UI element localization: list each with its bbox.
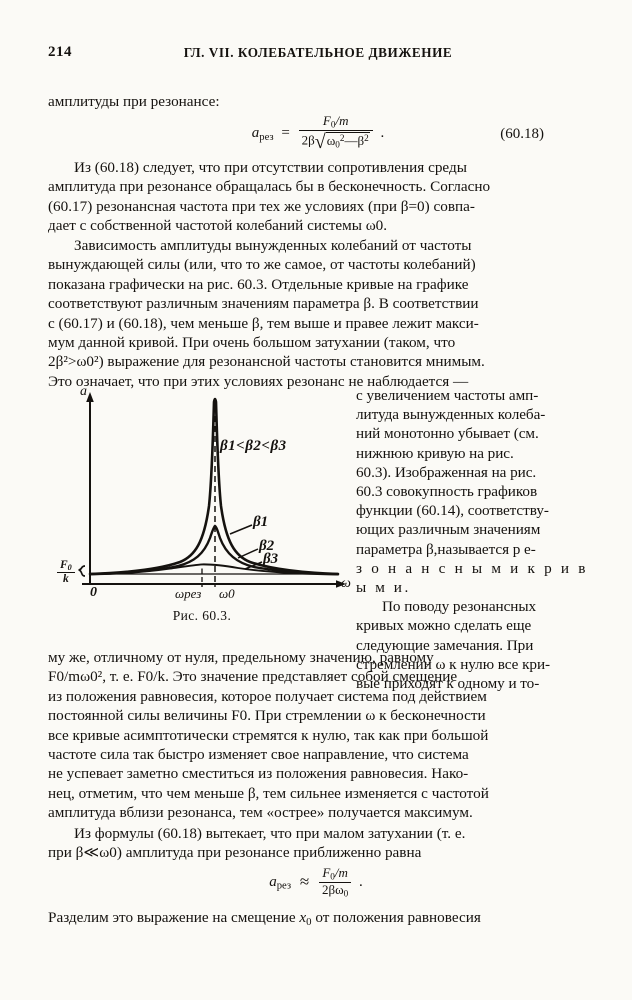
side-line: литуда вынужденных колеба- [356,406,546,424]
curve-label-beta2: β2 [259,538,275,554]
formula-relation: = [281,125,290,142]
para-line: мум данной кривой. При очень большом зат… [48,334,456,352]
intro-line: амплитуды при резонансе: [48,92,588,111]
para-line: Зависимость амплитуды вынужденных колеба… [74,237,472,254]
curve-beta2 [88,524,340,576]
side-line: нижнюю кривую на рис. [356,444,514,462]
leader-beta1 [229,524,253,535]
para-line: F0/mω0², т. е. F0/k. Это значение предст… [48,668,458,686]
paragraph-3: му же, отличному от нуля, предельному зн… [48,648,588,823]
paragraph-1: Из (60.18) следует, что при отсутствии с… [48,158,588,236]
curve-label-beta1: β1 [253,514,269,530]
side-line: ющих различным значениям [356,521,541,539]
para-line: (60.17) резонансная частота при тех же у… [48,197,475,215]
f0k-denominator: k [57,572,75,586]
formula-60-18: aрез = F0/m 2β√ω02—β2 . [48,113,588,153]
formula-number-60-18: (60.18) [500,126,544,142]
f0k-numerator: F0 [60,559,72,573]
closing-line: Разделим это выражение на смещение x0 от… [48,908,588,932]
resonance-curves-plot [78,392,346,588]
radical-icon: √ [314,130,326,153]
figure-caption: Рис. 60.3. [172,608,232,623]
final-fraction: F0/m 2βω0 [318,865,352,899]
f0k-brace [78,565,86,577]
side-line: По поводу резонансных [382,598,537,616]
formula-numerator: F0/m [322,113,349,130]
para-line: все кривые асимптотически стремятся к ну… [48,726,489,744]
side-emphasis-line: з о н а н с н ы м и к р и в ы м и. [356,559,588,597]
formula-60-18-row: aрез = F0/m 2β√ω02—β2 . (60.18) [48,112,588,156]
final-lhs: a [269,873,277,890]
f0k-label: F0 k [57,559,75,586]
y-axis-label: a [80,384,87,399]
para-line: му же, отличному от нуля, предельному зн… [48,649,434,666]
leader-beta3 [244,561,263,570]
side-line: параметра β,называется р е- [356,540,536,558]
page-number: 214 [48,44,72,60]
para-line: Это означает, что при этих условиях резо… [48,372,469,390]
inequality-annotation: β1<β2<β3 [220,438,287,454]
x-axis [82,580,346,588]
side-line: вые приходят к одному и то- [356,675,540,693]
para-line: постоянной силы величины F0. При стремле… [48,707,486,725]
figure-60-3: a ω 0 F0 k ωрез ω0 β1<β2<β3 β1 β2 β3 [52,384,352,626]
para-line: дает с собственной частотой колебаний си… [48,217,388,235]
tick-label-omega-res: ωрез [175,586,202,601]
formula-period: . [380,125,385,142]
final-numerator: F0/m [322,865,348,882]
final-period: . [359,873,363,890]
side-column: с увеличением частоты амп- литуда вынужд… [356,386,588,693]
final-relation: ≈ [299,871,310,891]
running-head: 214 ГЛ. VII. КОЛЕБАТЕЛЬНОЕ ДВИЖЕНИЕ [48,44,588,66]
para-line: не успевает заметно сместиться из положе… [48,765,469,783]
para-line: 2β²>ω0²) выражение для резонансной часто… [48,353,485,371]
leader-beta2 [237,548,259,559]
radicand: ω02—β2 [325,132,370,150]
side-line: 60.3 совокупность графиков [356,483,538,501]
final-lhs-sub: рез [276,880,292,892]
para-line: с (60.17) и (60.18), чем меньше β, тем в… [48,314,479,332]
side-line: стремлении ω к нулю все кри- [356,655,551,673]
curve-beta1 [88,397,340,576]
para-line: амплитуда при резонансе обращалась бы в … [48,178,491,196]
para-line: показана графически на рис. 60.3. Отдель… [48,275,469,293]
formula-lhs-sub: рез [259,131,274,143]
paragraph-4: Из формулы (60.18) вытекает, что при мал… [48,824,588,863]
para-line: амплитуда вблизи резонанса, тем «острее»… [48,804,473,822]
para-line: Из (60.18) следует, что при отсутствии с… [74,159,467,176]
formula-fraction: F0/m 2β√ω02—β2 [298,113,373,153]
side-line: кривых можно сделать еще [356,617,532,635]
chapter-title: ГЛ. VII. КОЛЕБАТЕЛЬНОЕ ДВИЖЕНИЕ [183,45,453,60]
tick-label-omega-0: ω0 [219,586,235,601]
para-line: Из формулы (60.18) вытекает, что при мал… [74,825,466,842]
para-line: соответствуют различным значениям параме… [48,295,479,313]
para-line: при β≪ω0) амплитуда при резонансе прибли… [48,844,422,862]
curve-label-beta3: β3 [263,551,279,567]
para-line: из положения равновесия, которое получае… [48,687,487,705]
final-denominator: 2βω0 [318,881,352,899]
formula-final: aрез ≈ F0/m 2βω0 . [0,865,632,899]
para-line: вынуждающей силы (или, что то же самое, … [48,256,476,274]
y-axis [86,392,94,584]
origin-label: 0 [90,585,97,600]
para-line: частоте сила так быстро изменяет свое на… [48,746,469,764]
closing-variable-sub: 0 [306,915,312,928]
side-line: следующие замечания. При [356,636,534,654]
side-line: ний монотонно убывает (см. [356,425,539,443]
formula-lhs: a [251,125,260,142]
side-line: функции (60.14), соответству- [356,502,549,520]
formula-denominator: 2β√ω02—β2 [298,129,373,153]
side-line: 60.3). Изображенная на рис. [356,463,537,481]
x-axis-label: ω [341,576,351,591]
closing-text: Разделим это выражение на смещение x0 от… [48,909,481,928]
curve-beta3 [89,563,339,576]
intro-text: амплитуды при резонансе: [48,93,220,110]
closing-variable: x [299,909,307,926]
para-line: нец, отметим, что чем меньше β, тем силь… [48,784,489,802]
paragraph-2: Зависимость амплитуды вынужденных колеба… [48,236,588,391]
side-line: с увеличением частоты амп- [356,387,539,404]
